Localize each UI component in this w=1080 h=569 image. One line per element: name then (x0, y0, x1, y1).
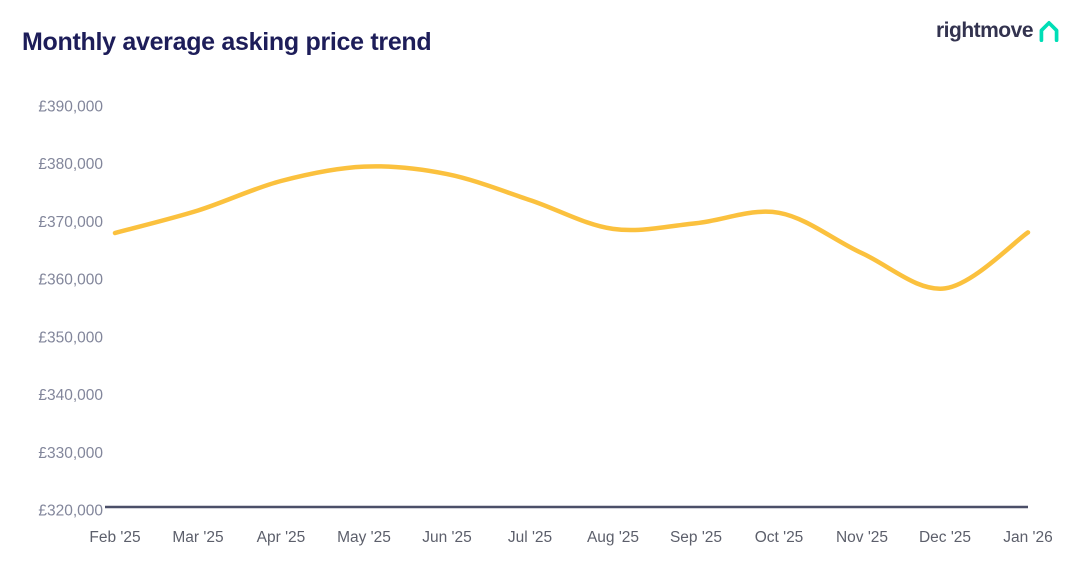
x-axis-tick-label: Mar '25 (172, 529, 223, 546)
y-axis-tick-label: £340,000 (38, 387, 103, 404)
x-axis-tick-label: Jun '25 (422, 529, 472, 546)
x-axis-tick-label: Nov '25 (836, 529, 888, 546)
asking-price-trend-line (112, 164, 1031, 291)
x-axis-tick-label: Sep '25 (670, 529, 722, 546)
rightmove-house-icon (1039, 21, 1059, 43)
chart-header: Monthly average asking price trend right… (0, 0, 1080, 70)
page-title: Monthly average asking price trend (22, 28, 432, 56)
y-axis-tick-label: £330,000 (38, 445, 103, 462)
x-axis-tick-label: Dec '25 (919, 529, 971, 546)
y-axis-tick-label: £390,000 (38, 99, 103, 116)
x-axis-tick-label: Jan '26 (1003, 529, 1053, 546)
y-axis-tick-label: £350,000 (38, 329, 103, 346)
x-axis-tick-label: May '25 (337, 529, 391, 546)
y-axis-tick-label: £370,000 (38, 214, 103, 231)
x-axis-tick-label: Feb '25 (89, 529, 140, 546)
y-axis-tick-label: £380,000 (38, 156, 103, 173)
x-axis-tick-label: Apr '25 (257, 529, 306, 546)
rightmove-logo: rightmove (936, 18, 1062, 44)
x-axis-tick-label: Oct '25 (755, 529, 804, 546)
y-axis-tick-label: £360,000 (38, 272, 103, 289)
rightmove-logo-text: rightmove (935, 19, 1034, 42)
x-axis-tick-label: Jul '25 (508, 529, 552, 546)
x-axis-tick-label: Aug '25 (587, 529, 639, 546)
y-axis-tick-label: £320,000 (38, 503, 103, 520)
